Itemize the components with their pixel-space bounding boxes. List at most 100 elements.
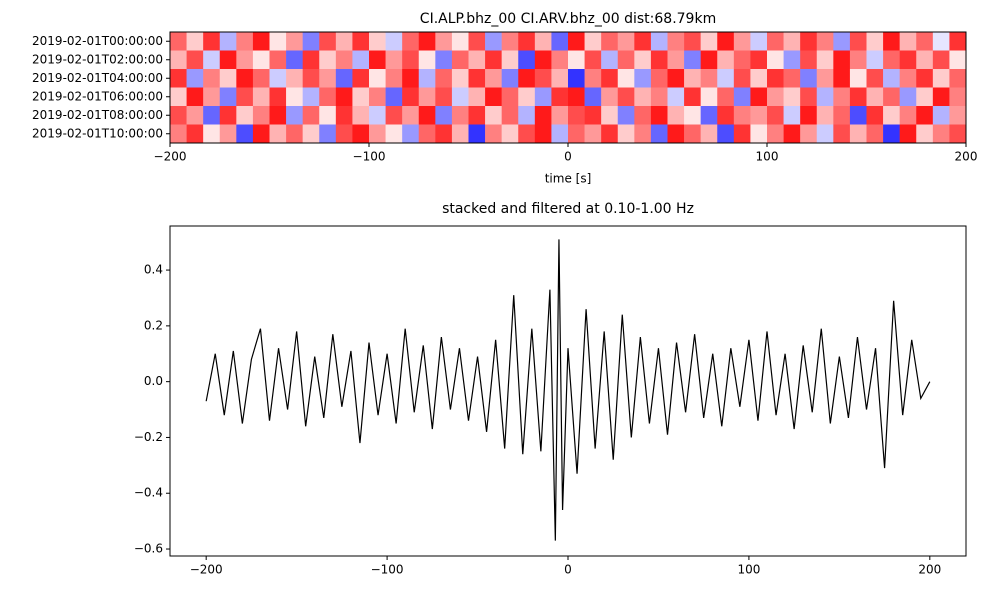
heatmap-cell [568,50,585,70]
heatmap-cell [767,69,784,88]
heatmap-cell [849,50,867,70]
heatmap-cell [402,106,420,125]
heatmap-cell [551,32,569,51]
heatmap-cell [468,124,486,144]
heatmap-cell [352,32,370,51]
heatmap-cell [717,106,735,125]
heatmap-cell [319,69,337,88]
heatmap-cell [932,106,950,125]
heatmap-cell [236,124,254,144]
heatmap-cell [816,50,834,70]
x-tick-label: 200 [955,150,978,164]
heatmap-cell [916,32,934,51]
heatmap-cell [435,32,453,51]
heatmap-cell [451,124,469,144]
heatmap-cell [435,69,453,88]
y-tick-label: −0.6 [134,542,163,556]
heatmap-cell [385,50,403,70]
heatmap-cell [800,69,818,88]
heatmap-cell [617,69,635,88]
heatmap-cell [849,106,867,125]
heatmap-cell [369,69,386,88]
heatmap-cell [534,32,552,51]
heatmap-cell [286,50,303,70]
heatmap-cell [319,124,337,144]
heatmap-cell [667,87,685,107]
heatmap-cell [883,32,900,51]
heatmap-cell [684,69,701,88]
heatmap-cell [451,106,469,125]
heatmap-cell [899,32,917,51]
heatmap-cell [601,87,619,107]
title: stacked and filtered at 0.10-1.00 Hz [442,201,694,217]
heatmap-cell [783,106,801,125]
heatmap-cell [883,124,900,144]
heatmap-cell [485,69,502,88]
heatmap-cell [203,87,221,107]
heatmap-cell [932,50,950,70]
y-tick-label: 0.4 [144,263,163,277]
heatmap-cell [302,50,320,70]
heatmap-cell [800,87,818,107]
heatmap-cell [451,50,469,70]
heatmap-cell [949,69,967,88]
heatmap-cell [402,124,420,144]
heatmap-cell [435,106,453,125]
heatmap-cell [385,32,403,51]
heatmap-cell [518,69,536,88]
heatmap-cell [667,32,685,51]
heatmap-cell [485,124,502,144]
heatmap-cell [335,124,353,144]
heatmap-cell [733,69,751,88]
heatmap-cell [733,32,751,51]
heatmap-cell [501,69,519,88]
heatmap-cell [551,87,569,107]
heatmap-cell [750,69,768,88]
heatmap-cell [783,69,801,88]
heatmap-cell [899,69,917,88]
heatmap-cell [634,50,652,70]
heatmap-cell [170,50,187,70]
heatmap-cell [518,124,536,144]
heatmap-cell [518,106,536,125]
heatmap-cell [534,87,552,107]
heatmap-cell [700,106,718,125]
heatmap-cell [634,69,652,88]
heatmap-cell [932,69,950,88]
heatmap-cell [899,50,917,70]
heatmap-cell [435,87,453,107]
heatmap-cell [601,50,619,70]
heatmap-cell [883,106,900,125]
heatmap-cell [617,106,635,125]
heatmap-cell [402,50,420,70]
heatmap-cell [269,87,287,107]
heatmap-cell [369,106,386,125]
heatmap-cell [866,50,884,70]
heatmap-cell [485,106,502,125]
heatmap-cell [783,124,801,144]
heatmap-cell [833,106,851,125]
heatmap-cell [816,32,834,51]
y-tick-label: −0.4 [134,486,163,500]
heatmap-cell [170,106,187,125]
heatmap-cell [236,69,254,88]
x-tick-label: 0 [564,150,572,164]
heatmap-cell [634,106,652,125]
heatmap-cell [319,106,337,125]
heatmap-cell [650,50,668,70]
heatmap-cell [468,32,486,51]
heatmap-cell [650,32,668,51]
heatmap-cell [684,106,701,125]
heatmap-cell [451,32,469,51]
heatmap-cell [518,87,536,107]
x-tick-label: −200 [154,150,187,164]
heatmap-cell [468,50,486,70]
heatmap-cell [932,124,950,144]
heatmap-cell [551,50,569,70]
heatmap-cell [932,32,950,51]
heatmap-cell [849,124,867,144]
heatmap-cell [518,32,536,51]
heatmap-cell [534,124,552,144]
